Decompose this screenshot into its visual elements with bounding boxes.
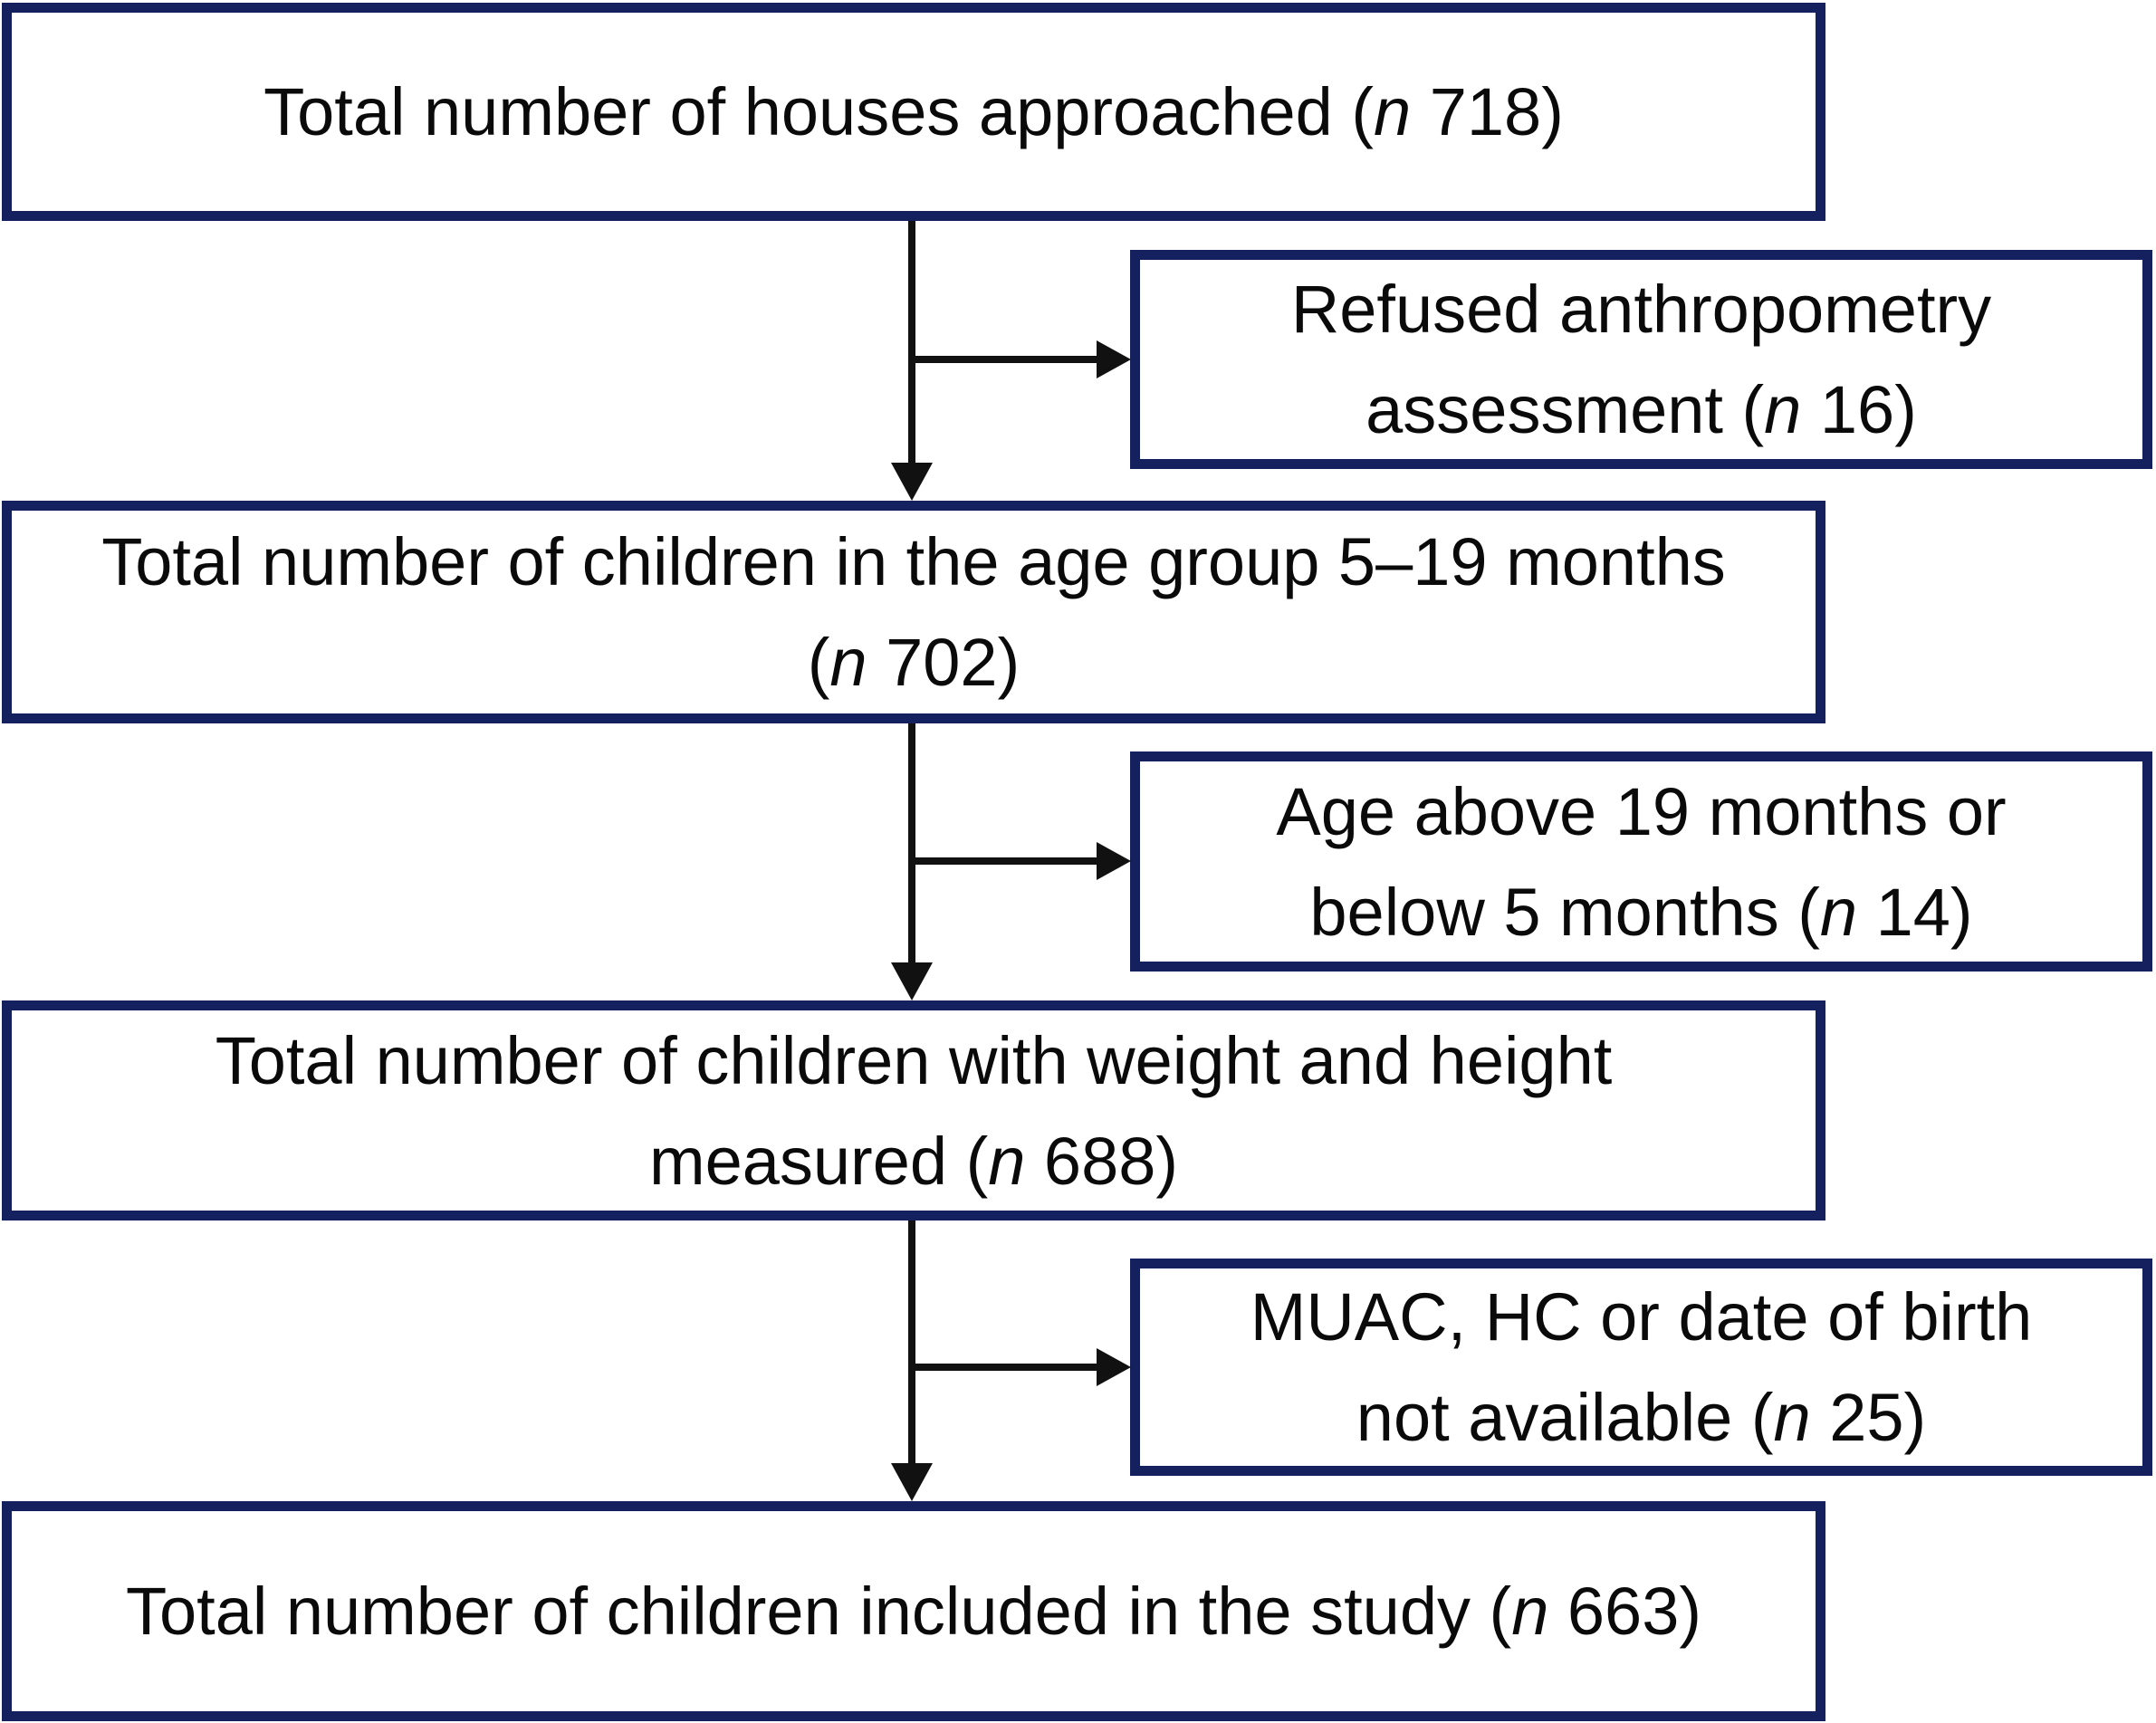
box-age-outside-range: Age above 19 months or below 5 months (n … [1130, 751, 2152, 972]
arrow-down-icon [891, 463, 933, 501]
branch-line-2 [912, 857, 1100, 865]
text-line: MUAC, HC or date of birth [1250, 1279, 2033, 1354]
text-line: (n 702) [807, 625, 1021, 700]
box-muac-hc-dob-not-available: MUAC, HC or date of birth not available (… [1130, 1259, 2152, 1476]
arrow-right-icon [1097, 842, 1131, 880]
box-included-in-study: Total number of children included in the… [2, 1501, 1825, 1721]
text-line: below 5 months (n 14) [1309, 874, 1973, 950]
text-line: Age above 19 months or [1276, 773, 2007, 849]
text-line: Total number of children with weight and… [215, 1022, 1613, 1098]
box-houses-approached: Total number of houses approached (n 718… [2, 3, 1825, 221]
text-line: not available (n 25) [1356, 1380, 1927, 1455]
box-weight-height-measured: Total number of children with weight and… [2, 1000, 1825, 1220]
text-line: measured (n 688) [648, 1123, 1179, 1199]
connector-line-1 [908, 221, 915, 465]
text-line: Total number of children included in the… [125, 1574, 1702, 1649]
text-line: Total number of children in the age grou… [101, 524, 1726, 599]
arrow-down-icon [891, 962, 933, 1000]
box-refused-anthropometry: Refused anthropometry assessment (n 16) [1130, 250, 2152, 469]
text-line: Total number of houses approached (n 718… [264, 74, 1564, 149]
box-children-age-5-19-months: Total number of children in the age grou… [2, 501, 1825, 723]
arrow-down-icon [891, 1463, 933, 1501]
text-line: Refused anthropometry [1290, 272, 1992, 347]
text-line: assessment (n 16) [1365, 372, 1917, 447]
connector-line-3 [908, 1220, 915, 1467]
arrow-right-icon [1097, 340, 1131, 378]
arrow-right-icon [1097, 1348, 1131, 1386]
connector-line-2 [908, 723, 915, 966]
branch-line-3 [912, 1364, 1100, 1371]
branch-line-1 [912, 356, 1100, 363]
